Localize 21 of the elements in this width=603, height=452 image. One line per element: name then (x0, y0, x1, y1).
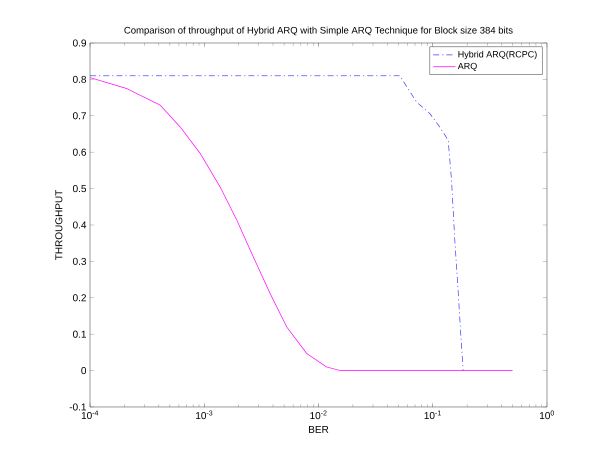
y-tick-label: 0.6 (72, 148, 86, 156)
y-tick-label: 0.2 (72, 294, 86, 302)
y-tick-label: 0.7 (72, 112, 86, 120)
x-tick-label: 10$^{-3}$ (196, 410, 212, 420)
y-tick-label: 0.5 (72, 185, 86, 192)
y-tick-label: 0.9 (72, 39, 86, 47)
x-tick-label: 10$^{-4}$ (82, 410, 98, 420)
y-tick-label: 0.3 (72, 258, 86, 265)
chart-title: Comparison of throughput of Hybrid ARQ with Simple ARQ Technique for Block size 384 bits (124, 26, 513, 36)
x-tick-label: 10$^{-1}$ (424, 410, 441, 420)
y-tick-label: 0.8 (72, 76, 86, 83)
x-axis-title: BER (309, 426, 328, 433)
y-tick-label: -0.1 (70, 403, 86, 411)
x-tick-label: 10$^{0}$ (540, 410, 554, 420)
x-tick-label: 10$^{-2}$ (310, 410, 327, 420)
legend-label: Hybrid ARQ(RCPC) (458, 50, 537, 60)
y-tick-label: 0 (81, 367, 86, 374)
legend-label: ARQ (458, 62, 477, 71)
y-axis-title: THROUGHPUT (55, 190, 62, 260)
y-tick-label: 0.4 (72, 221, 86, 229)
y-tick-label: 0.1 (72, 330, 86, 338)
